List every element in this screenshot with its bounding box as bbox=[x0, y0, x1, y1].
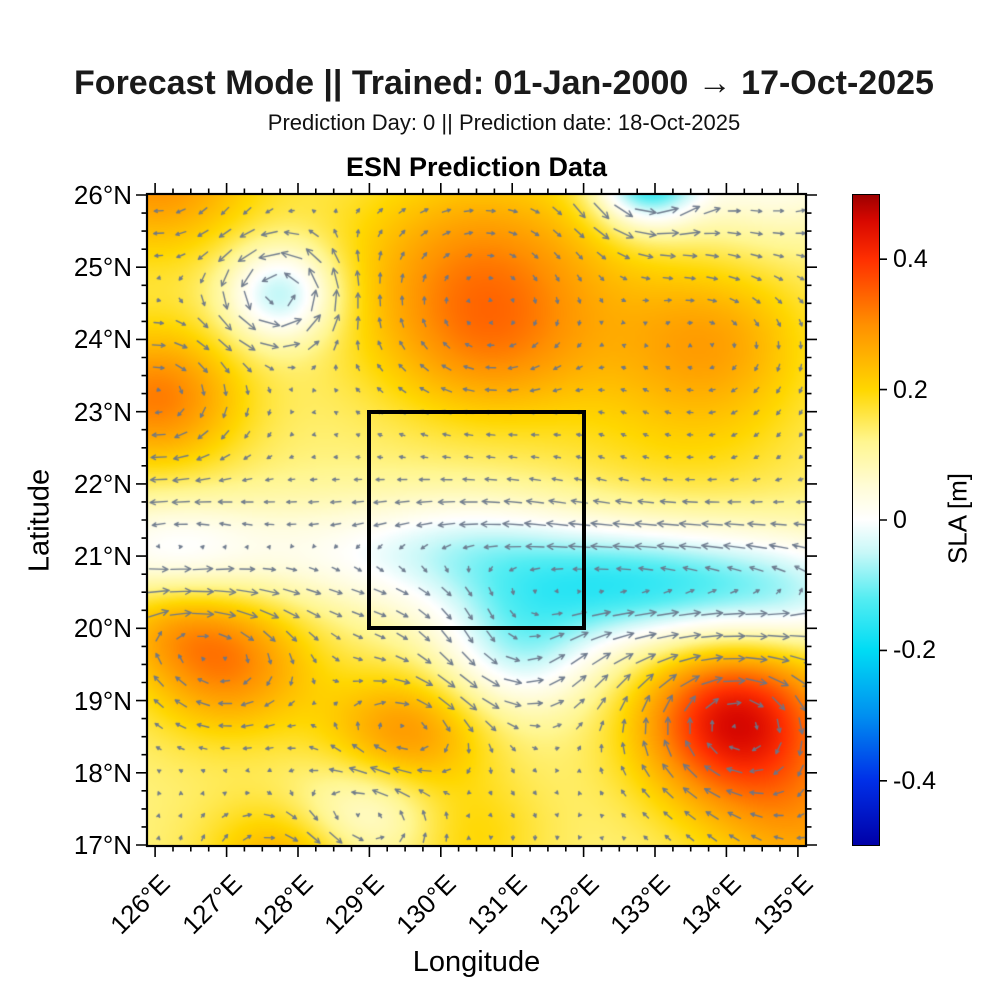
x-axis-label: Longitude bbox=[412, 946, 541, 978]
page-title: Forecast Mode || Trained: 01-Jan-2000 → … bbox=[74, 64, 934, 102]
y-tick-label: 23°N bbox=[73, 396, 132, 427]
colorbar-tick-label: 0.2 bbox=[893, 375, 928, 404]
x-tick-label: 128°E bbox=[247, 868, 319, 940]
page-subtitle: Prediction Day: 0 || Prediction date: 18… bbox=[267, 110, 741, 135]
y-tick-label: 25°N bbox=[73, 252, 132, 283]
x-tick-label: 133°E bbox=[604, 868, 676, 940]
x-tick-label: 127°E bbox=[175, 868, 248, 940]
x-tick-label: 126°E bbox=[104, 868, 176, 940]
colorbar-tick-label: -0.4 bbox=[893, 766, 937, 795]
x-tick-label: 129°E bbox=[318, 868, 390, 940]
colorbar-label: SLA [m] bbox=[942, 472, 973, 565]
y-axis-label: Latitude bbox=[23, 468, 56, 573]
roi-box bbox=[367, 409, 586, 631]
y-tick-label: 17°N bbox=[73, 830, 132, 860]
x-tick-label: 130°E bbox=[389, 868, 462, 940]
x-tick-label: 135°E bbox=[746, 868, 819, 940]
y-tick-label: 22°N bbox=[73, 468, 132, 499]
colorbar-tick-label: -0.2 bbox=[893, 636, 937, 665]
y-tick-label: 21°N bbox=[73, 541, 132, 572]
colorbar bbox=[852, 194, 880, 846]
y-tick-label: 24°N bbox=[73, 324, 132, 355]
colorbar-tick-label: 0.4 bbox=[893, 245, 928, 274]
colorbar-tick-label: 0 bbox=[893, 506, 907, 534]
chart-title: ESN Prediction Data bbox=[345, 152, 608, 182]
y-tick-label: 20°N bbox=[73, 613, 132, 644]
y-tick-label: 19°N bbox=[73, 685, 132, 716]
x-tick-label: 131°E bbox=[461, 868, 533, 940]
x-tick-label: 132°E bbox=[532, 868, 605, 940]
y-tick-label: 26°N bbox=[73, 180, 132, 210]
y-tick-label: 18°N bbox=[73, 757, 132, 788]
x-tick-label: 134°E bbox=[675, 868, 748, 940]
